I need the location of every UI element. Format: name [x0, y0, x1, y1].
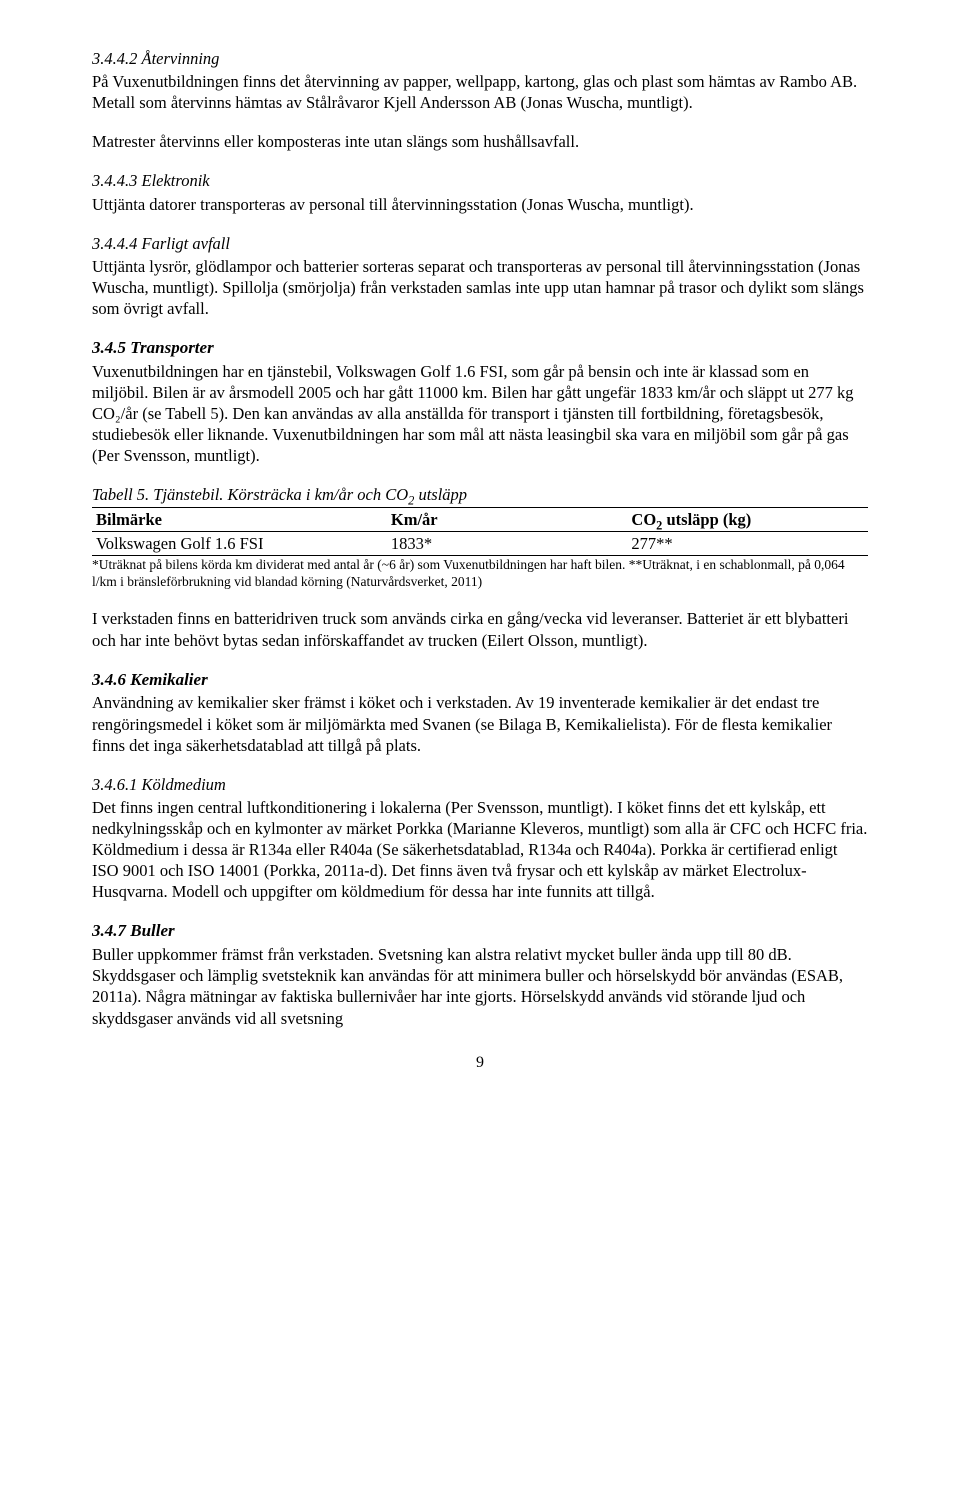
body-3444: Uttjänta lysrör, glödlampor och batterie… [92, 256, 868, 319]
table5-caption-post: utsläpp [414, 485, 467, 504]
heading-3444: 3.4.4.4 Farligt avfall [92, 233, 868, 254]
table-row: Volkswagen Golf 1.6 FSI 1833* 277** [92, 531, 868, 555]
body-345: Vuxenutbildningen har en tjänstebil, Vol… [92, 361, 868, 467]
table5-caption: Tabell 5. Tjänstebil. Körsträcka i km/år… [92, 484, 868, 505]
body-3442a: På Vuxenutbildningen finns det återvinni… [92, 71, 868, 113]
table5-h3-pre: CO [631, 510, 656, 529]
heading-347: 3.4.7 Buller [92, 920, 868, 942]
document-page: 3.4.4.2 Återvinning På Vuxenutbildningen… [0, 0, 960, 1113]
heading-3442: 3.4.4.2 Återvinning [92, 48, 868, 69]
table5-footnote: *Uträknat på bilens körda km dividerat m… [92, 557, 868, 591]
table5-r1c3: 277** [627, 531, 868, 555]
heading-345: 3.4.5 Transporter [92, 337, 868, 359]
table5-h2: Km/år [387, 507, 628, 531]
heading-3443: 3.4.4.3 Elektronik [92, 170, 868, 191]
table-row: Bilmärke Km/år CO2 utsläpp (kg) [92, 507, 868, 531]
body-3443: Uttjänta datorer transporteras av person… [92, 194, 868, 215]
page-number: 9 [92, 1053, 868, 1073]
body-347: Buller uppkommer främst från verkstaden.… [92, 944, 868, 1028]
body-3442b: Matrester återvinns eller komposteras in… [92, 131, 868, 152]
table5-h1: Bilmärke [92, 507, 387, 531]
body-345b: I verkstaden finns en batteridriven truc… [92, 608, 868, 650]
body-3461: Det finns ingen central luftkonditioneri… [92, 797, 868, 903]
table5: Bilmärke Km/år CO2 utsläpp (kg) Volkswag… [92, 507, 868, 556]
heading-3461: 3.4.6.1 Köldmedium [92, 774, 868, 795]
heading-346: 3.4.6 Kemikalier [92, 669, 868, 691]
table5-r1c2: 1833* [387, 531, 628, 555]
table5-r1c1: Volkswagen Golf 1.6 FSI [92, 531, 387, 555]
body-346: Användning av kemikalier sker främst i k… [92, 692, 868, 755]
table5-h3: CO2 utsläpp (kg) [627, 507, 868, 531]
table5-caption-pre: Tabell 5. Tjänstebil. Körsträcka i km/år… [92, 485, 408, 504]
table5-h3-post: utsläpp (kg) [662, 510, 751, 529]
